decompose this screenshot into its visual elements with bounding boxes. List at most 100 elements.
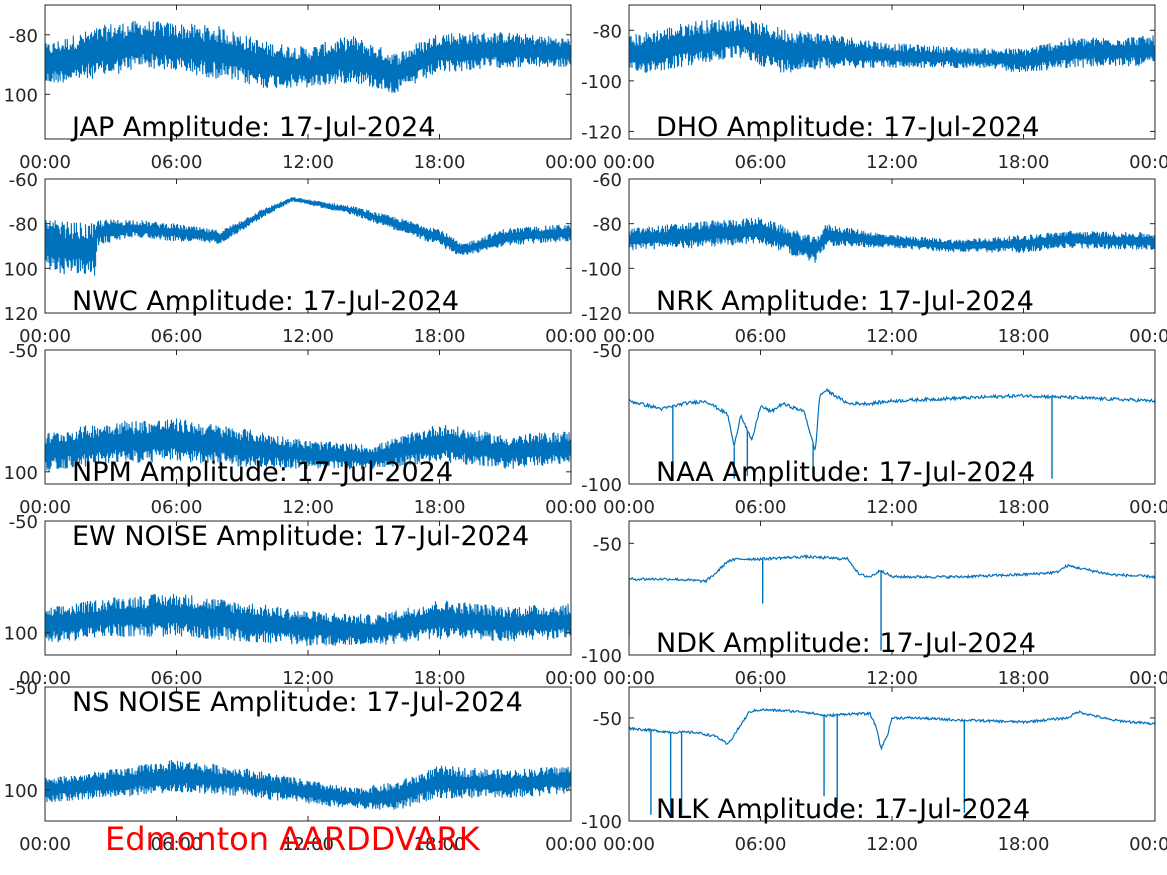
series-line-nwc <box>45 197 571 276</box>
xtick-label-nwc: 00:00 <box>19 326 71 347</box>
xtick-label-nlk: 00:00 <box>1129 834 1167 855</box>
ytick-label-naa: -100 <box>581 475 622 496</box>
xtick-label-ew: 06:00 <box>151 668 203 689</box>
ytick-label-nrk: -60 <box>593 170 622 191</box>
panel-title-jap: JAP Amplitude: 17-Jul-2024 <box>70 112 436 143</box>
ytick-label-ew: 100 <box>4 624 38 645</box>
xtick-label-jap: 12:00 <box>282 152 334 173</box>
panel-nrk: -60-80-100-12000:0006:0012:0018:0000:00N… <box>581 170 1167 347</box>
ytick-label-nrk: -100 <box>581 259 622 280</box>
panel-title-ns: NS NOISE Amplitude: 17-Jul-2024 <box>72 687 523 718</box>
ytick-label-nrk: -80 <box>593 215 622 236</box>
ytick-label-ndk: -100 <box>581 646 622 667</box>
series-line-ndk <box>629 554 1155 584</box>
xtick-label-naa: 00:00 <box>603 497 655 518</box>
panel-ns: -50 100 00:00 06:00 12:00 18:00 00:00 NS NOISE … <box>4 678 597 855</box>
xtick-label-npm: 18:00 <box>414 497 466 518</box>
ytick-label-jap: 100 <box>4 85 38 106</box>
xtick-label-dho: 00:00 <box>603 152 655 173</box>
xtick-label-naa: 00:00 <box>1129 497 1167 518</box>
xtick-label-dho: 00:00 <box>1129 152 1167 173</box>
ytick-label-dho: -100 <box>581 72 622 93</box>
ytick-label-jap: -80 <box>9 26 38 47</box>
xtick-label-ew: 18:00 <box>414 668 466 689</box>
series-line-dho <box>629 18 1155 73</box>
series-line-ns <box>45 759 571 810</box>
ytick-label-nwc: -60 <box>9 170 38 191</box>
xtick-label-nrk: 12:00 <box>866 326 918 347</box>
series-line-nlk <box>629 707 1155 751</box>
ytick-label-npm: 100 <box>4 463 38 484</box>
ytick-label-dho: -120 <box>581 122 622 143</box>
ytick-label-nrk: -120 <box>581 304 622 325</box>
xtick-label-ndk: 00:00 <box>603 668 655 689</box>
xtick-label-nwc: 00:00 <box>545 326 597 347</box>
ytick-label-ns: 100 <box>4 781 38 802</box>
xtick-label-ndk: 00:00 <box>1129 668 1167 689</box>
xtick-label-npm: 00:00 <box>545 497 597 518</box>
xtick-label-naa: 12:00 <box>866 497 918 518</box>
xtick-label-ew: 00:00 <box>545 668 597 689</box>
panel-jap: -80 100 00:00 06:00 12:00 18:00 00:00 JAP Ampli… <box>4 4 597 173</box>
xtick-label-jap: 06:00 <box>151 152 203 173</box>
xtick-label-ndk: 06:00 <box>735 668 787 689</box>
xtick-label-jap: 00:00 <box>19 152 71 173</box>
ytick-label-nwc: -80 <box>9 215 38 236</box>
xtick-label-ns: 18:00 <box>414 834 466 855</box>
xtick-label-nrk: 18:00 <box>998 326 1050 347</box>
xtick-label-nlk: 00:00 <box>603 834 655 855</box>
station-footer-label: Edmonton AARDDVARK <box>105 820 480 858</box>
ytick-label-nlk: -100 <box>581 812 622 833</box>
ytick-label-ns: -50 <box>9 678 38 699</box>
xtick-label-ndk: 18:00 <box>998 668 1050 689</box>
panel-title-nrk: NRK Amplitude: 17-Jul-2024 <box>656 286 1034 317</box>
series-line-npm <box>45 418 571 472</box>
xtick-label-dho: 06:00 <box>735 152 787 173</box>
xtick-label-ns: 00:00 <box>545 834 597 855</box>
xtick-label-nlk: 06:00 <box>735 834 787 855</box>
xtick-label-nrk: 00:00 <box>603 326 655 347</box>
panel-ew: -50 100 00:00 06:00 12:00 18:00 00:00 EW NOISE … <box>4 512 597 689</box>
panel-title-npm: NPM Amplitude: 17-Jul-2024 <box>72 457 453 488</box>
xtick-label-npm: 12:00 <box>282 497 334 518</box>
xtick-label-ndk: 12:00 <box>866 668 918 689</box>
panel-title-nlk: NLK Amplitude: 17-Jul-2024 <box>656 794 1030 825</box>
ytick-label-nwc: 120 <box>4 304 38 325</box>
xtick-label-nwc: 06:00 <box>151 326 203 347</box>
xtick-label-nlk: 12:00 <box>866 834 918 855</box>
xtick-label-naa: 18:00 <box>998 497 1050 518</box>
ytick-label-ew: -50 <box>9 512 38 533</box>
xtick-label-ns: 06:00 <box>151 834 203 855</box>
xtick-label-jap: 18:00 <box>414 152 466 173</box>
panel-title-ndk: NDK Amplitude: 17-Jul-2024 <box>656 628 1036 659</box>
ytick-label-npm: -50 <box>9 341 38 362</box>
panel-title-dho: DHO Amplitude: 17-Jul-2024 <box>656 112 1040 143</box>
xtick-label-npm: 00:00 <box>19 497 71 518</box>
panel-title-nwc: NWC Amplitude: 17-Jul-2024 <box>72 286 459 317</box>
ytick-label-dho: -80 <box>593 21 622 42</box>
ytick-label-naa: -50 <box>593 341 622 362</box>
ytick-label-ndk: -50 <box>593 534 622 555</box>
panel-title-ew: EW NOISE Amplitude: 17-Jul-2024 <box>72 521 529 552</box>
xtick-label-nwc: 18:00 <box>414 326 466 347</box>
xtick-label-nwc: 12:00 <box>282 326 334 347</box>
ytick-label-nwc: 100 <box>4 259 38 280</box>
xtick-label-naa: 06:00 <box>735 497 787 518</box>
panel-dho: -80-100-12000:0006:0012:0018:0000:00DHO … <box>581 4 1167 173</box>
panel-title-naa: NAA Amplitude: 17-Jul-2024 <box>656 457 1035 488</box>
series-line-naa <box>629 387 1155 451</box>
xtick-label-ew: 12:00 <box>282 668 334 689</box>
xtick-label-jap: 00:00 <box>545 152 597 173</box>
xtick-label-ew: 00:00 <box>19 668 71 689</box>
series-line-ew <box>45 593 571 646</box>
xtick-label-dho: 12:00 <box>866 152 918 173</box>
xtick-label-nrk: 06:00 <box>735 326 787 347</box>
xtick-label-npm: 06:00 <box>151 497 203 518</box>
series-line-jap <box>45 21 571 93</box>
ytick-label-nlk: -50 <box>593 709 622 730</box>
